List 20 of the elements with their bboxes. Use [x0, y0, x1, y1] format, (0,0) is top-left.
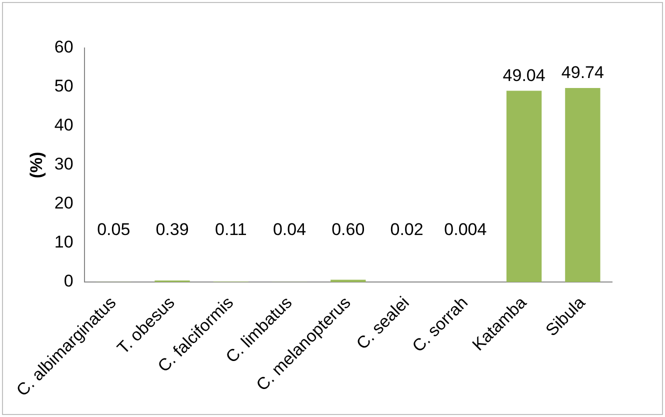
data-label: 0.05 — [97, 220, 130, 240]
data-label: 0.02 — [390, 220, 424, 240]
y-tick-label: 30 — [54, 154, 74, 174]
data-label: 0.004 — [444, 220, 487, 240]
y-tick-label: 10 — [54, 232, 74, 252]
data-label: 0.39 — [156, 220, 189, 240]
data-label: 0.04 — [272, 220, 306, 240]
y-tick-label: 40 — [54, 116, 74, 135]
bar — [506, 90, 542, 282]
bar — [330, 280, 366, 282]
data-label: 0.11 — [214, 220, 247, 240]
bar — [565, 88, 600, 282]
data-label: 49.74 — [561, 63, 604, 82]
y-tick-label: 0 — [64, 272, 74, 291]
data-label: 49.04 — [502, 66, 546, 85]
y-tick-label: 60 — [54, 38, 74, 57]
data-label: 0.60 — [332, 220, 365, 240]
y-tick-label: 50 — [54, 76, 74, 96]
y-axis-title: (%) — [26, 152, 46, 178]
y-tick-label: 20 — [54, 194, 74, 213]
